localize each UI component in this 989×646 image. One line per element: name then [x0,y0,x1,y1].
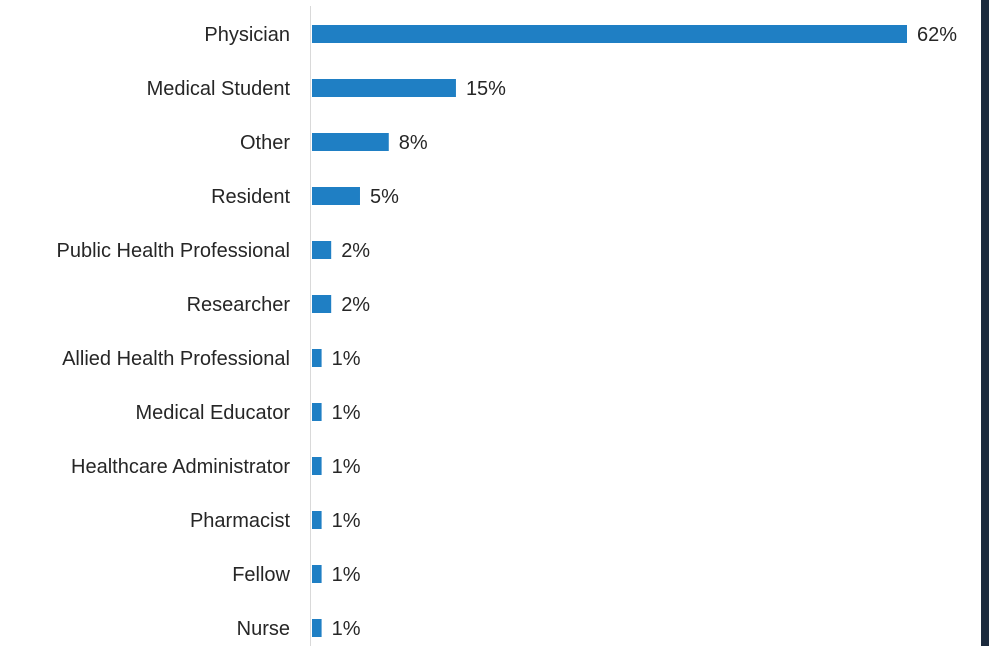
value-label-medical-student: 15% [466,78,506,100]
window-edge [981,0,989,646]
category-label-nurse: Nurse [237,618,290,640]
bar-medical-student [312,79,456,97]
category-label-other: Other [240,132,290,154]
category-label-allied-health-professional: Allied Health Professional [62,348,290,370]
category-label-pharmacist: Pharmacist [190,510,290,532]
category-label-physician: Physician [204,24,290,46]
bar-medical-educator [312,403,322,421]
category-label-medical-student: Medical Student [147,78,291,100]
bar-pharmacist [312,511,322,529]
bar-allied-health-professional [312,349,322,367]
value-label-other: 8% [399,132,428,154]
bar-healthcare-administrator [312,457,322,475]
bar-nurse [312,619,322,637]
bar-researcher [312,295,332,313]
value-label-nurse: 1% [332,618,361,640]
bar-other [312,133,389,151]
category-label-public-health-professional: Public Health Professional [57,240,290,262]
category-label-healthcare-administrator: Healthcare Administrator [71,456,290,478]
category-label-researcher: Researcher [187,294,291,316]
bar-layer [312,25,907,637]
category-label-resident: Resident [211,186,290,208]
bar-physician [312,25,907,43]
value-label-medical-educator: 1% [332,402,361,424]
value-label-fellow: 1% [332,564,361,586]
value-label-allied-health-professional: 1% [332,348,361,370]
value-label-healthcare-administrator: 1% [332,456,361,478]
category-label-fellow: Fellow [232,564,290,586]
category-label-medical-educator: Medical Educator [135,402,290,424]
value-label-researcher: 2% [341,294,370,316]
value-label-pharmacist: 1% [332,510,361,532]
bar-fellow [312,565,322,583]
bar-public-health-professional [312,241,332,259]
bar-resident [312,187,360,205]
value-label-public-health-professional: 2% [341,240,370,262]
label-layer: Physician 62% Medical Student 15% Other 8% Res… [57,24,958,640]
value-label-physician: 62% [917,24,957,46]
value-label-resident: 5% [370,186,399,208]
